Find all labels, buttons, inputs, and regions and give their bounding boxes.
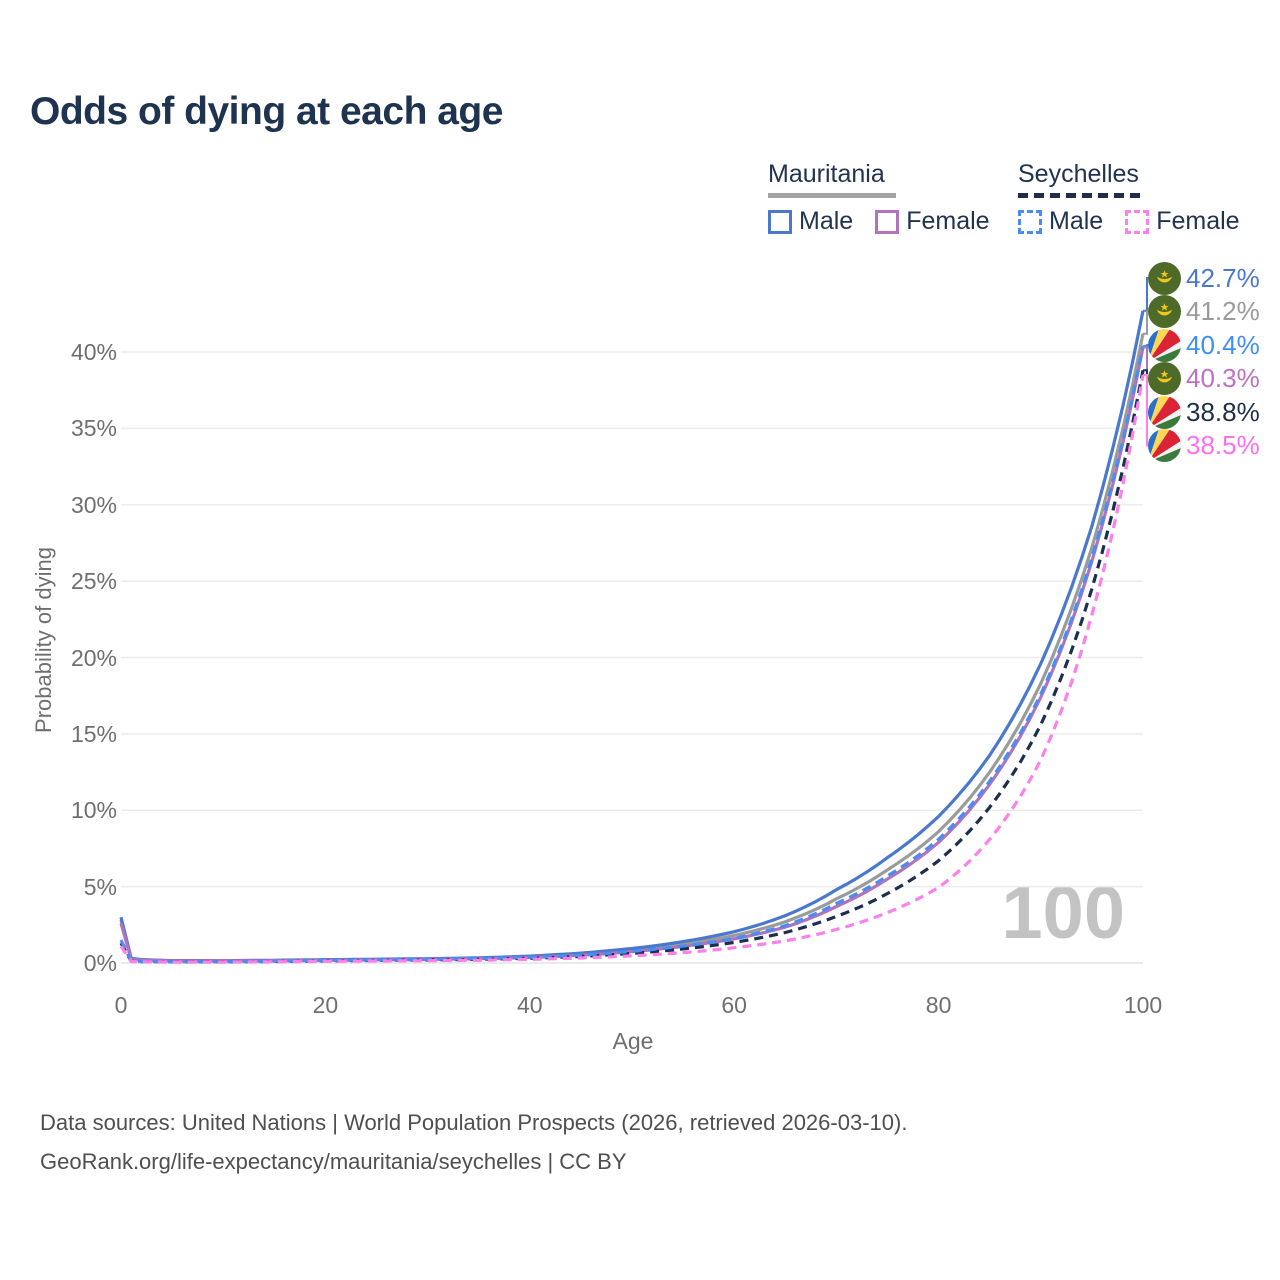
x-tick-label: 0	[114, 992, 128, 1018]
legend-swatch-mauritania-female[interactable]	[875, 209, 900, 234]
seychelles-flag-icon	[1148, 395, 1181, 429]
y-tick-label: 5%	[83, 873, 117, 900]
x-tick-label: 100	[1123, 992, 1163, 1018]
end-label-value: 40.3%	[1186, 363, 1260, 393]
end-label-value: 40.4%	[1186, 329, 1260, 360]
legend-swatch-seychelles-male[interactable]	[1018, 209, 1042, 234]
y-axis-title: Probability of dying	[31, 547, 56, 733]
legend-label-seychelles-male[interactable]: Male	[1049, 207, 1104, 235]
y-tick-label: 10%	[70, 797, 117, 824]
series-line-seychelles-female	[119, 374, 1145, 964]
x-tick-label: 60	[721, 992, 747, 1018]
mauritania-flag-icon	[1148, 362, 1181, 395]
end-label-value: 38.8%	[1186, 396, 1260, 427]
end-label-mauritania-male: 42.7%	[1148, 261, 1260, 295]
y-tick-label: 15%	[70, 720, 117, 747]
legend-label-mauritania-female[interactable]: Female	[906, 207, 990, 235]
seychelles-flag-icon	[1148, 328, 1181, 362]
seychelles-flag-icon	[1148, 328, 1181, 362]
legend-country-seychelles: Seychelles	[1018, 160, 1240, 198]
end-label-seychelles-both: 38.8%	[1148, 395, 1260, 429]
x-axis-title: Age	[612, 1028, 654, 1054]
y-tick-label: 35%	[70, 415, 117, 442]
y-tick-label: 0%	[83, 950, 117, 976]
legend-country-label: Mauritania	[768, 160, 885, 188]
y-tick-label: 20%	[70, 644, 117, 671]
legend-country-mauritania: Mauritania	[768, 160, 990, 198]
age-watermark: 100	[1001, 871, 1125, 954]
x-tick-label: 40	[517, 992, 543, 1018]
mauritania-flag-icon	[1148, 295, 1181, 328]
mauritania-flag-icon	[1148, 261, 1181, 295]
y-tick-label: 25%	[70, 568, 117, 595]
legend-swatch-mauritania-male[interactable]	[768, 209, 792, 234]
end-label-value: 38.5%	[1186, 430, 1260, 460]
x-tick-label: 20	[312, 992, 339, 1018]
mauritania-solid-line-swatch	[768, 193, 896, 198]
seychelles-dashed-line-swatch	[1018, 193, 1140, 198]
mauritania-flag-icon	[1148, 295, 1181, 328]
y-tick-label: 40%	[70, 339, 117, 365]
data-source-note: Data sources: United Nations | World Pop…	[40, 1110, 908, 1135]
seychelles-flag-icon	[1148, 429, 1181, 462]
series-line-mauritania-female	[119, 347, 1145, 963]
end-label-mauritania-both: 41.2%	[1148, 295, 1260, 329]
end-label-value: 41.2%	[1186, 296, 1260, 326]
series-line-seychelles-both	[119, 369, 1145, 964]
seychelles-flag-icon	[1148, 429, 1181, 462]
legend-country-label: Seychelles	[1018, 160, 1139, 188]
legend-label-seychelles-female[interactable]: Female	[1156, 207, 1240, 235]
legend-label-mauritania-male[interactable]: Male	[799, 207, 854, 235]
end-label-value: 42.7%	[1186, 262, 1260, 293]
end-label-mauritania-female: 40.3%	[1148, 362, 1260, 396]
end-label-seychelles-male: 40.4%	[1148, 328, 1260, 362]
legend-swatch-seychelles-female[interactable]	[1125, 209, 1150, 234]
legend-group-mauritania: Mauritania Male Female	[768, 160, 990, 236]
series-line-mauritania-male	[119, 310, 1145, 963]
x-tick-label: 80	[925, 992, 952, 1018]
attribution-note: GeoRank.org/life-expectancy/mauritania/s…	[40, 1149, 627, 1174]
mauritania-flag-icon	[1148, 362, 1181, 395]
series-line-seychelles-male	[119, 345, 1145, 964]
mauritania-flag-icon	[1148, 261, 1181, 295]
page-title: Odds of dying at each age	[30, 90, 503, 133]
y-tick-label: 30%	[70, 491, 117, 518]
seychelles-flag-icon	[1148, 395, 1181, 429]
end-label-seychelles-female: 38.5%	[1148, 429, 1260, 463]
legend-group-seychelles: Seychelles Male Female	[1018, 160, 1240, 236]
